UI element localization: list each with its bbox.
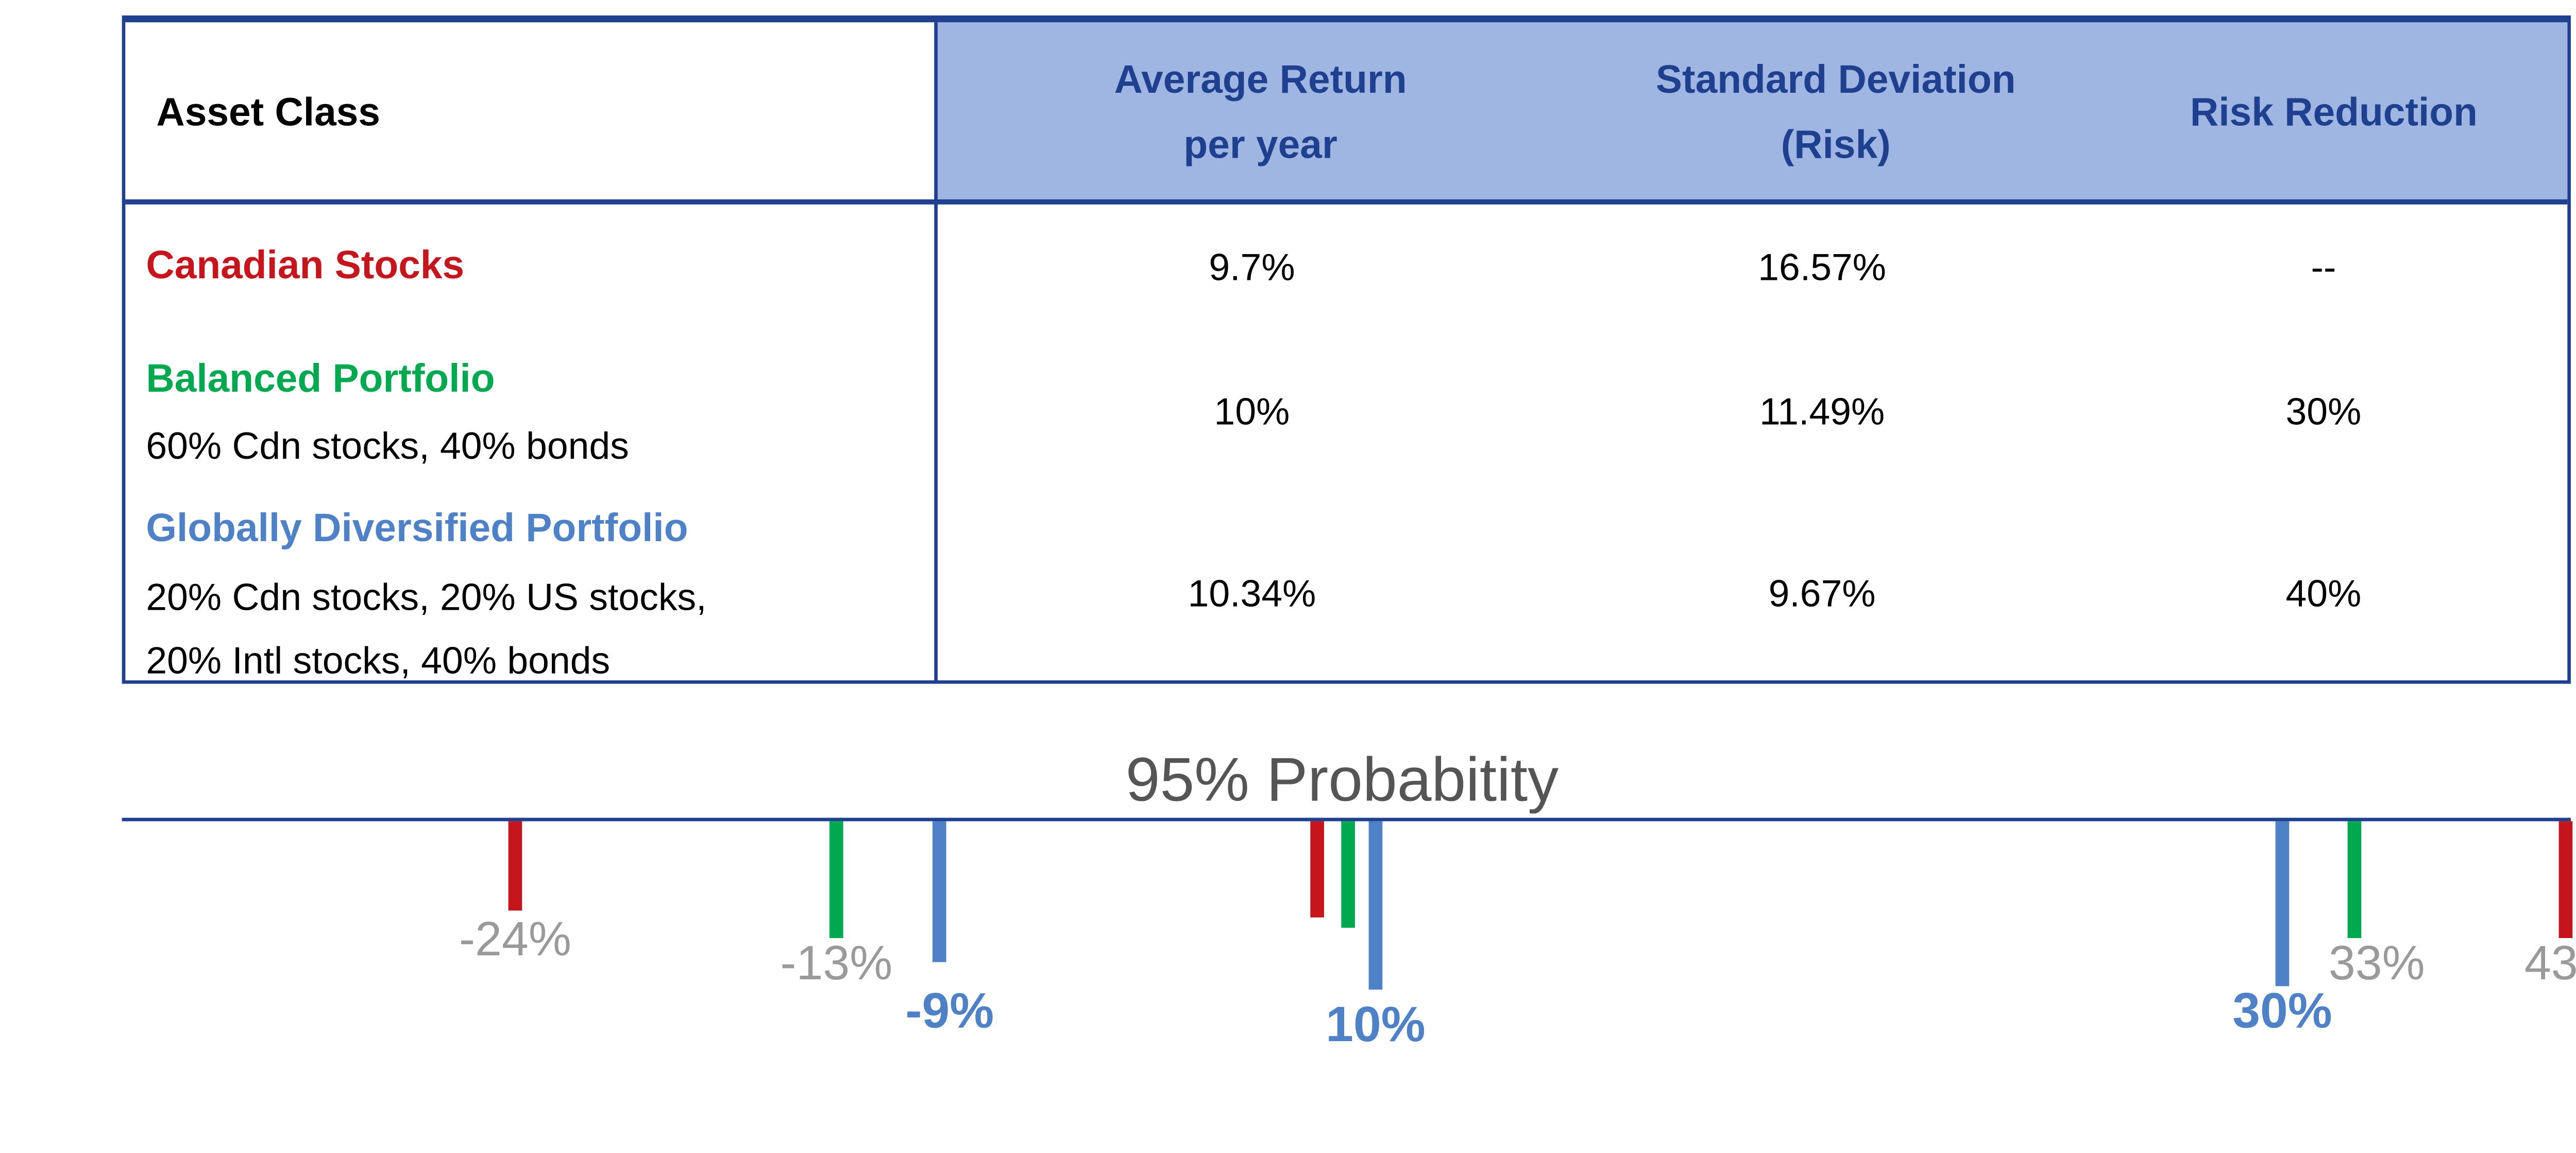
row3-std-dev: 9.67% [1768, 572, 1876, 615]
chart-title: 95% Probabitity [1125, 744, 1559, 814]
header-average-return: Average Return per year [1114, 56, 1407, 166]
row-name-canadian-stocks: Canadian Stocks [146, 242, 465, 287]
row2-avg-return: 10% [1214, 390, 1290, 433]
value-label-neg9pct: -9% [905, 982, 994, 1038]
row1-avg-return: 9.7% [1209, 245, 1295, 289]
high-marker-balanced-portfolio [2347, 821, 2362, 938]
header-risk-reduction: Risk Reduction [2190, 88, 2478, 133]
row-name-globally-diversified: Globally Diversified Portfolio [146, 505, 688, 550]
row-desc-globally-diversified: 20% Cdn stocks, 20% US stocks, 20% Intl … [146, 575, 707, 682]
row2-risk-reduction: 30% [2285, 390, 2362, 433]
mean-marker-globally-diversified-portfolio [1368, 821, 1383, 990]
high-marker-canadian-stocks [2558, 821, 2573, 938]
header-first-cell [125, 22, 935, 199]
row2-std-dev: 11.49% [1759, 390, 1885, 433]
column-divider [934, 22, 938, 680]
row1-risk-reduction: -- [2311, 245, 2336, 289]
header-blue-band [934, 22, 2568, 199]
value-label-neg13pct: -13% [780, 936, 892, 990]
mean-marker-canadian-stocks [1310, 821, 1324, 917]
low-marker-globally-diversified-portfolio [932, 821, 946, 962]
header-standard-deviation: Standard Deviation (Risk) [1655, 56, 2016, 166]
value-label-30pct: 30% [2232, 982, 2332, 1038]
row1-std-dev: 16.57% [1758, 245, 1887, 289]
row3-avg-return: 10.34% [1188, 572, 1316, 615]
row-desc-balanced-portfolio: 60% Cdn stocks, 40% bonds [146, 424, 629, 467]
high-marker-globally-diversified-portfolio [2275, 821, 2290, 987]
value-label-neg24pct: -24% [459, 912, 571, 965]
table-header [125, 22, 2568, 205]
value-label-33pct: 33% [2329, 936, 2425, 990]
low-marker-balanced-portfolio [829, 821, 843, 938]
header-asset-class: Asset Class [156, 88, 381, 133]
row-name-balanced-portfolio: Balanced Portfolio [146, 355, 495, 400]
low-marker-canadian-stocks [508, 821, 522, 911]
row3-risk-reduction: 40% [2285, 572, 2362, 615]
value-label-10pct: 10% [1326, 996, 1425, 1052]
mean-marker-balanced-portfolio [1341, 821, 1355, 928]
value-label-43pct: 43% [2524, 936, 2576, 990]
asset-class-table: Asset Class Average Return per year Stan… [122, 15, 2571, 684]
